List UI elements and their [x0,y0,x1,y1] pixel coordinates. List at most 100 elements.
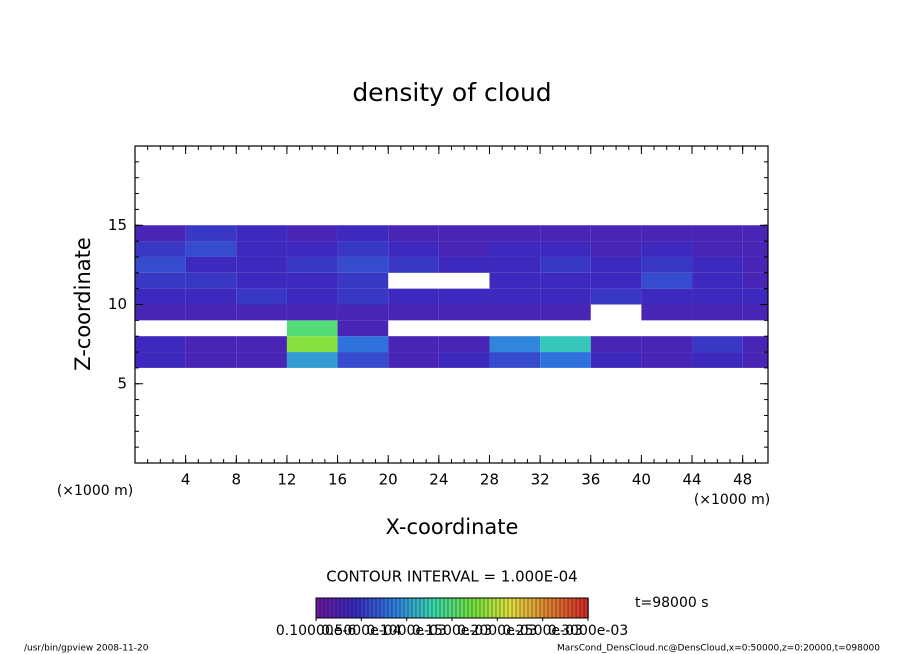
cell [236,288,287,305]
x-tick-label: 48 [733,471,752,489]
cell [641,288,693,305]
x-tick-label: 28 [480,471,499,489]
x-tick-label: 40 [632,471,651,489]
cell [185,288,237,305]
footer-right: MarsCond_DensCloud.nc@DensCloud,x=0:5000… [557,644,880,654]
cell [590,288,642,305]
x-tick-label: 12 [277,471,296,489]
cell [135,256,186,273]
cell [438,352,490,368]
colorbar-tick-label: 0.1000e-03 [366,623,446,639]
cell [286,272,338,289]
cell [540,288,591,305]
cell [135,225,186,242]
cell [185,241,237,257]
colorbar-tick-label: 0.2500e-03 [502,623,582,639]
cell [540,241,591,257]
cell [135,272,186,289]
cell [337,241,389,257]
cell [692,272,743,289]
cell [185,352,237,368]
cell [337,336,389,353]
cell [185,336,237,353]
cell [489,336,541,353]
cell [590,352,642,368]
cell [185,225,237,242]
footer-left: /usr/bin/gpview 2008-11-20 [24,644,149,654]
cell [489,352,541,368]
cell [540,256,591,273]
cell [692,304,743,321]
x-tick-label: 20 [379,471,398,489]
cell [438,304,490,321]
cell [185,304,237,321]
y-unit: (×1000 m) [57,483,133,499]
colorbar-tick-label: 0.1500e-03 [412,623,492,639]
x-tick-label: 24 [429,471,448,489]
colorbar-tick-label: 0.5000e-04 [321,623,402,639]
x-tick-label: 16 [328,471,347,489]
cell [590,336,642,353]
cell [337,225,389,242]
cell [135,304,186,321]
cell [692,336,743,353]
cell [692,256,743,273]
cell [236,304,287,321]
cell [135,288,186,305]
x-axis-label: X-coordinate [386,515,519,539]
cell [742,336,768,353]
x-unit: (×1000 m) [694,492,770,508]
cell [236,241,287,257]
cell [286,288,338,305]
cell [692,241,743,257]
cell [641,304,693,321]
cell [286,320,338,337]
cell [540,225,591,242]
cell [540,304,591,321]
cell [692,352,743,368]
cell [590,256,642,273]
cell [236,225,287,242]
cell [742,288,768,305]
cell [388,256,439,273]
cell [438,225,490,242]
cell [692,288,743,305]
cell [641,272,693,289]
cell [135,336,186,353]
cell [185,256,237,273]
cell [236,272,287,289]
cell [590,225,642,242]
y-tick-label: 10 [108,295,127,313]
cell [641,225,693,242]
cell [438,256,490,273]
cell [742,256,768,273]
cell [388,288,439,305]
cell [742,352,768,368]
cell [742,241,768,257]
cell [641,256,693,273]
cell [489,225,541,242]
y-axis-label: Z-coordinate [71,237,95,371]
x-tick-label: 4 [181,471,191,489]
cell [489,256,541,273]
cell [388,225,439,242]
cell [641,336,693,353]
cell [590,272,642,289]
cell [388,241,439,257]
cell [286,336,338,353]
y-tick-label: 5 [117,374,127,392]
cell [236,352,287,368]
cell [135,352,186,368]
cell [388,352,439,368]
colorbar-tick-label: 0.2000e-03 [457,623,537,639]
x-tick-label: 36 [581,471,600,489]
cell [388,336,439,353]
cell [742,225,768,242]
colorbar: 0.10000e-60.5000e-040.1000e-030.1500e-03… [276,597,628,639]
colorbar-tick-label: 0.3000e-03 [548,623,628,639]
cell [540,272,591,289]
field [135,225,768,368]
cell [641,352,693,368]
x-tick-label: 32 [531,471,550,489]
